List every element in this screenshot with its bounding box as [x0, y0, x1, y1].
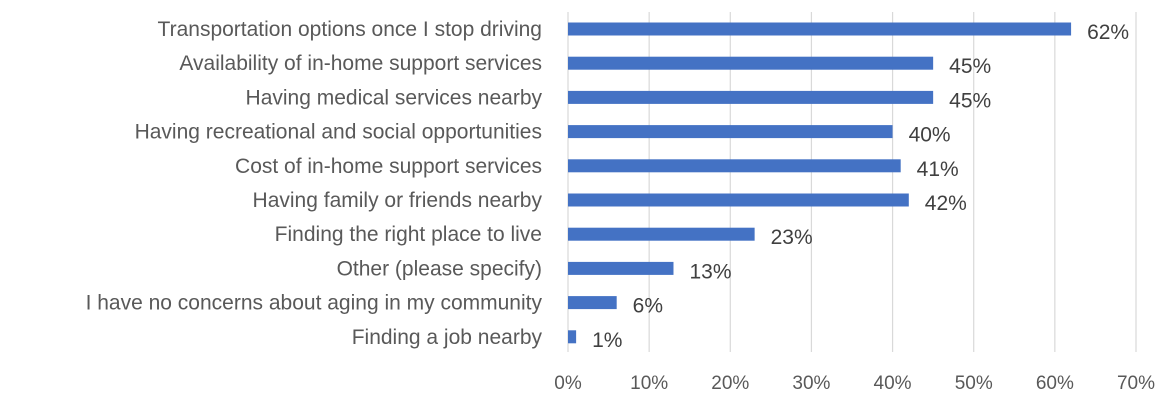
category-labels: Transportation options once I stop drivi…: [86, 18, 543, 349]
bar: [568, 90, 934, 104]
data-label: 6%: [633, 295, 663, 318]
x-tick-label: 40%: [874, 373, 912, 394]
category-label: Availability of in-home support services: [179, 52, 542, 75]
x-axis-tick-labels: 0% 10% 20% 30% 40% 50% 60% 70%: [554, 373, 1155, 394]
x-tick-label: 0%: [554, 373, 582, 394]
category-label: Finding a job nearby: [352, 326, 543, 349]
data-labels: 62% 45% 45% 40% 41% 42% 23% 13% 6% 1%: [592, 21, 1129, 352]
bar: [568, 22, 1072, 36]
category-label: Finding the right place to live: [275, 223, 542, 246]
bar: [568, 296, 617, 310]
data-label: 13%: [689, 260, 731, 283]
x-tick-label: 20%: [711, 373, 749, 394]
bar: [568, 193, 909, 207]
x-tick-label: 50%: [955, 373, 993, 394]
bar: [568, 56, 934, 70]
bar: [568, 159, 901, 173]
bar: [568, 125, 893, 139]
category-label: Cost of in-home support services: [235, 155, 542, 178]
x-tick-label: 70%: [1117, 373, 1155, 394]
data-label: 42%: [925, 192, 967, 215]
category-label: Having family or friends nearby: [253, 189, 543, 212]
bars: [568, 22, 1072, 344]
data-label: 1%: [592, 329, 622, 352]
data-label: 62%: [1087, 21, 1129, 44]
x-tick-label: 30%: [792, 373, 830, 394]
bar: [568, 261, 674, 275]
data-label: 23%: [771, 226, 813, 249]
bar: [568, 330, 577, 344]
data-label: 45%: [949, 89, 991, 112]
data-label: 40%: [909, 124, 951, 147]
x-tick-label: 10%: [630, 373, 668, 394]
data-label: 41%: [917, 158, 959, 181]
category-label: Transportation options once I stop drivi…: [158, 18, 542, 41]
category-label: Having medical services nearby: [246, 86, 543, 109]
x-tick-label: 60%: [1036, 373, 1074, 394]
bar: [568, 227, 755, 241]
category-label: I have no concerns about aging in my com…: [86, 292, 543, 315]
data-label: 45%: [949, 55, 991, 78]
category-label: Having recreational and social opportuni…: [135, 121, 542, 144]
category-label: Other (please specify): [337, 257, 542, 280]
